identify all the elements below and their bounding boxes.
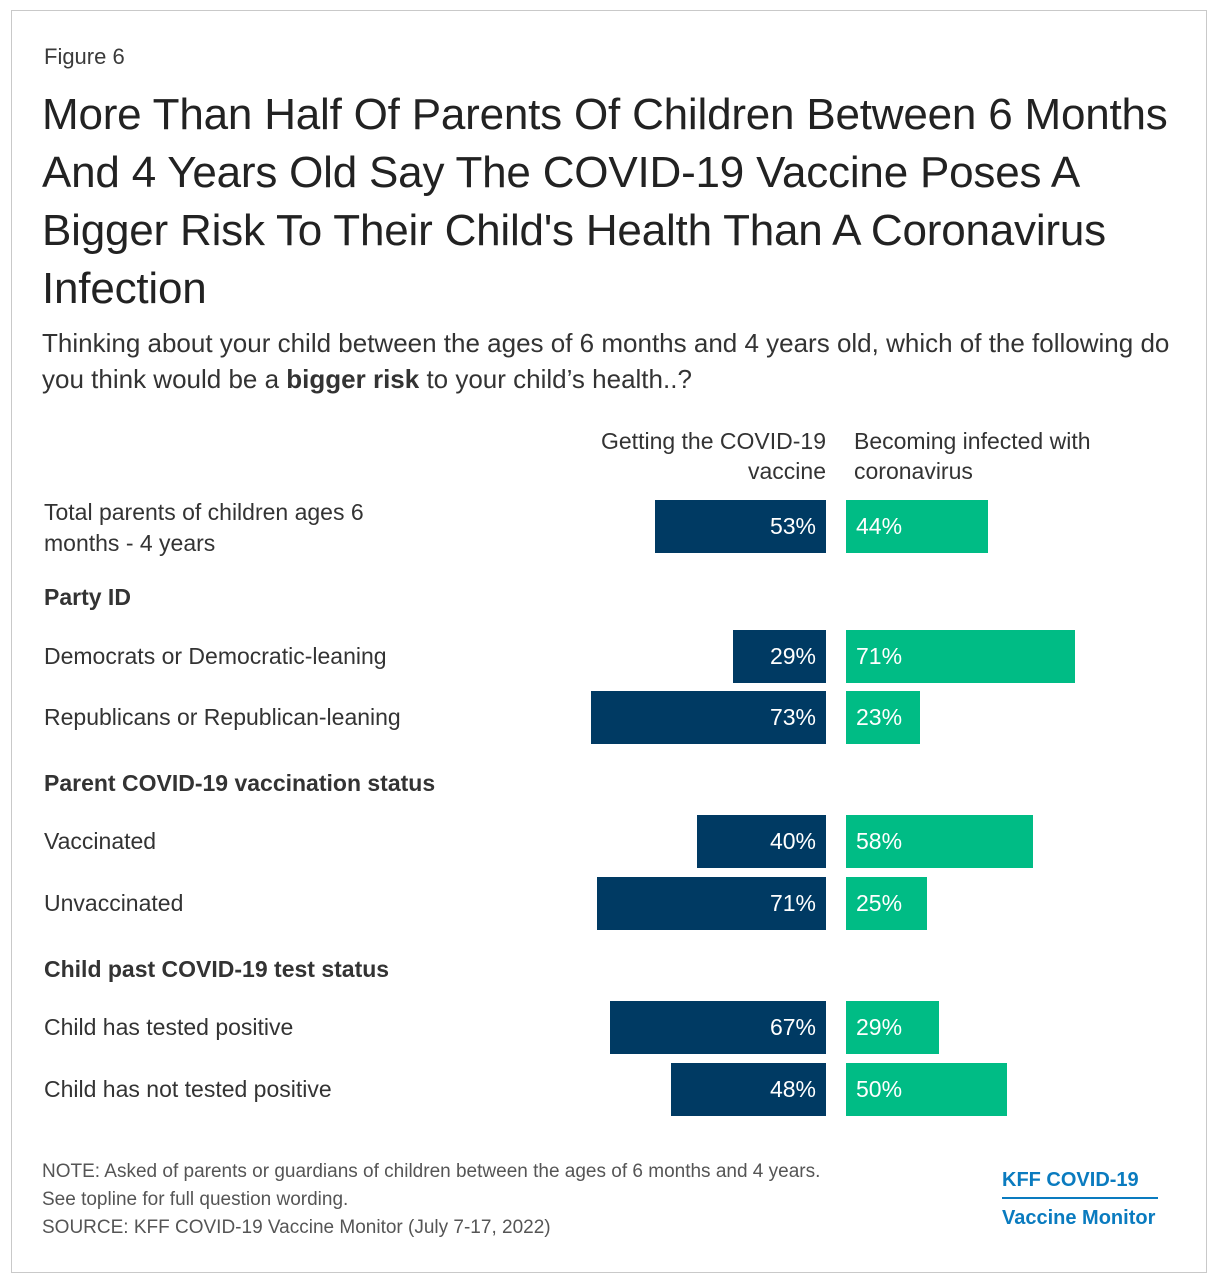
bar-infection-total-parents-of-children-ages-6-months-4-years [846,500,988,553]
chart-title: More Than Half Of Parents Of Children Be… [42,90,1168,313]
bar-vaccine-child-has-tested-positive [610,1001,826,1054]
logo-line-1: KFF COVID-19 [1002,1167,1158,1199]
value-label-infection-total-parents-of-children-ages-6-months-4-years: 44% [856,513,903,539]
subtitle-text-end: to your child’s health..? [419,364,692,394]
value-label-infection-republicans-or-republican-leaning: 23% [856,704,903,730]
bar-vaccine-child-has-not-tested-positive [671,1063,826,1116]
value-label-vaccine-vaccinated: 40% [769,828,816,854]
subtitle-text: Thinking about your child between the ag… [42,328,1170,394]
legend-vaccine: Getting the COVID-19 vaccine [601,428,826,484]
value-label-infection-vaccinated: 58% [856,828,903,854]
note-line-1: NOTE: Asked of parents or guardians of c… [42,1161,821,1182]
value-label-infection-child-has-tested-positive: 29% [856,1014,903,1040]
bar-infection-child-has-tested-positive [846,1001,940,1054]
value-label-vaccine-unvaccinated: 71% [769,890,816,916]
value-label-infection-unvaccinated: 25% [856,890,903,916]
bar-vaccine-republicans-or-republican-leaning [590,691,826,744]
bar-vaccine-total-parents-of-children-ages-6-months-4-years [655,500,826,553]
value-label-vaccine-republicans-or-republican-leaning: 73% [769,704,816,730]
row-label-republicans-or-republican-leaning: Republicans or Republican-leaning [44,704,401,730]
value-label-vaccine-total-parents-of-children-ages-6-months-4-years: 53% [769,513,816,539]
figure-frame [11,10,1207,1273]
chart-subtitle: Thinking about your child between the ag… [42,325,1172,397]
bar-infection-unvaccinated [846,877,927,930]
value-label-vaccine-child-has-tested-positive: 67% [769,1014,816,1040]
bar-infection-vaccinated [846,815,1033,868]
logo-line-2: Vaccine Monitor [1002,1207,1156,1229]
row-label-unvaccinated: Unvaccinated [44,890,184,916]
bar-infection-democrats-or-democratic-leaning [846,630,1075,683]
bar-infection-child-has-not-tested-positive [846,1063,1007,1116]
footer-note: NOTE: Asked of parents or guardians of c… [42,1158,982,1242]
value-label-infection-child-has-not-tested-positive: 50% [856,1076,903,1102]
source-line: SOURCE: KFF COVID-19 Vaccine Monitor (Ju… [42,1217,551,1238]
legend-infection: Becoming infected with coronavirus [854,428,1091,484]
row-label-child-has-tested-positive: Child has tested positive [44,1014,294,1040]
row-label-democrats-or-democratic-leaning: Democrats or Democratic-leaning [44,643,387,669]
group-label-child-past-covid-19-test-status: Child past COVID-19 test status [44,956,390,982]
row-label-vaccinated: Vaccinated [44,828,157,854]
kff-logo: KFF COVID-19 Vaccine Monitor [1002,1167,1182,1231]
group-label-party-id: Party ID [44,584,131,610]
bar-vaccine-vaccinated [697,815,826,868]
bar-vaccine-democrats-or-democratic-leaning [732,630,826,683]
row-label-child-has-not-tested-positive: Child has not tested positive [44,1076,332,1102]
group-label-parent-covid-19-vaccination-status: Parent COVID-19 vaccination status [44,770,436,796]
row-label-total-parents-of-children-ages-6-months-4-years: Total parents of children ages 6 months … [44,499,364,556]
bar-vaccine-unvaccinated [597,877,826,930]
figure-label: Figure 6 [44,44,125,69]
bar-infection-republicans-or-republican-leaning [846,691,921,744]
value-label-vaccine-democrats-or-democratic-leaning: 29% [769,643,816,669]
value-label-infection-democrats-or-democratic-leaning: 71% [856,643,903,669]
value-label-vaccine-child-has-not-tested-positive: 48% [769,1076,816,1102]
note-line-2: See topline for full question wording. [42,1189,349,1210]
subtitle-bold: bigger risk [286,364,420,394]
